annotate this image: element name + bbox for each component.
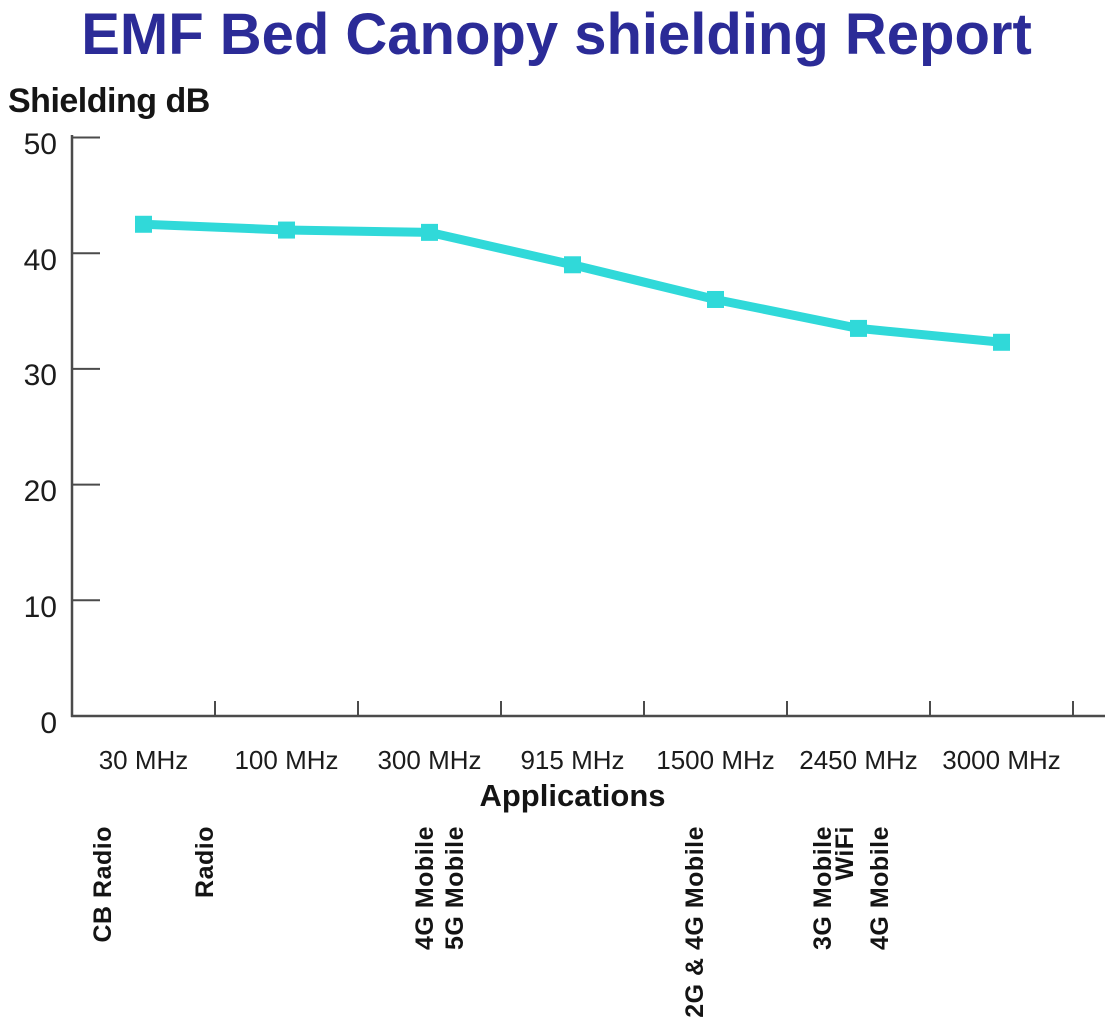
y-axis-tick-label: 40: [23, 244, 57, 277]
y-axis-tick-label: 10: [23, 591, 57, 624]
x-axis-tick-label: 2450 MHz: [799, 745, 918, 775]
data-point-marker: [564, 256, 581, 274]
chart-title: EMF Bed Canopy shielding Report: [81, 2, 1032, 67]
application-label: CB Radio: [89, 826, 117, 943]
application-label: 2G & 4G Mobile: [681, 826, 709, 1018]
x-axis-tick-label: 915 MHz: [520, 745, 625, 775]
data-point-marker: [850, 319, 867, 337]
data-line: [139, 219, 1006, 347]
data-point-marker: [707, 290, 724, 308]
data-point-marker: [421, 223, 438, 241]
application-label: 4G Mobile: [411, 826, 439, 950]
application-label: WiFi: [831, 826, 859, 881]
application-label: 4G Mobile: [866, 826, 894, 950]
x-axis-tick-label: 300 MHz: [377, 745, 482, 775]
y-axis-tick-label: 20: [23, 475, 57, 508]
data-point-marker: [278, 221, 295, 239]
x-axis-tick-label: 100 MHz: [234, 745, 339, 775]
x-axis-tick-label: 30 MHz: [98, 745, 189, 775]
data-point-marker: [135, 215, 152, 233]
application-label: 5G Mobile: [441, 826, 469, 950]
x-axis-tick-label: 3000 MHz: [942, 745, 1061, 775]
y-axis-tick-label: 30: [23, 359, 57, 392]
x-axis-title: Applications: [479, 778, 666, 813]
y-axis-tick-label: 0: [40, 707, 57, 740]
y-axis-title: Shielding dB: [8, 82, 210, 120]
x-axis-tick-label: 1500 MHz: [656, 745, 775, 775]
x-axis-tick-row: 30 MHz 100 MHz 300 MHz 915 MHz 1500 MHz …: [72, 745, 1073, 776]
data-point-marker: [993, 333, 1010, 351]
application-label: Radio: [191, 826, 219, 898]
y-axis-tick-label: 50: [23, 128, 57, 161]
